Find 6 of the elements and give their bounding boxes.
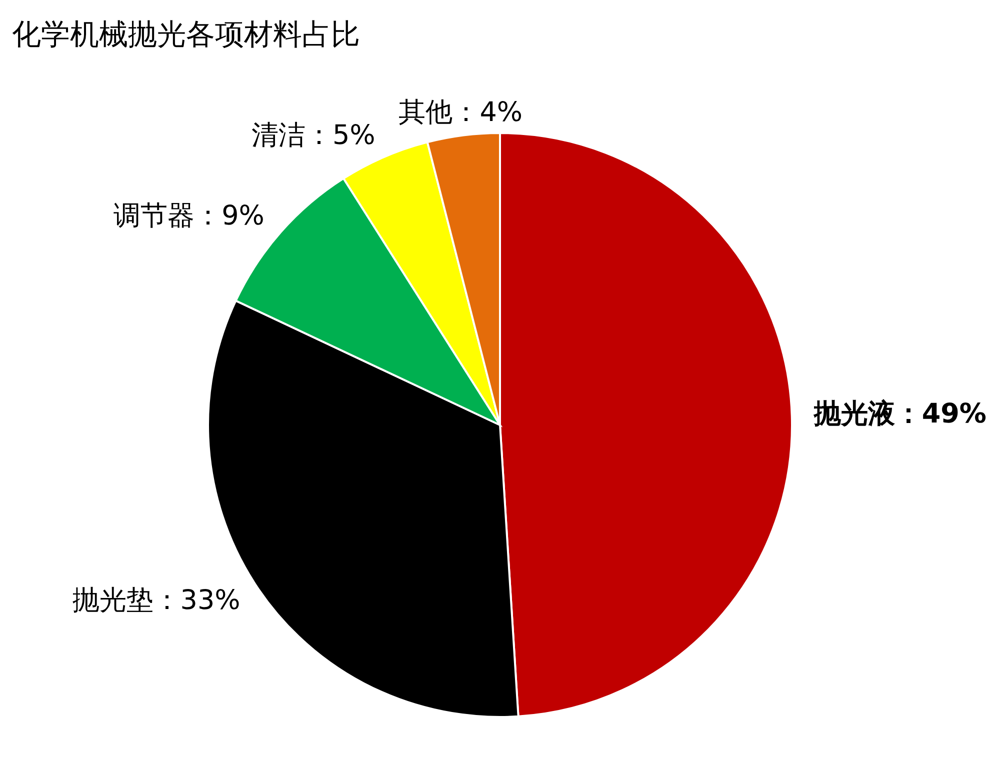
slice-label: 抛光垫：33% [72,584,240,616]
slice-label: 抛光液：49% [812,398,986,430]
slice-label: 清洁：5% [251,120,376,152]
slice-label: 调节器：9% [114,200,264,232]
chart-title: 化学机械抛光各项材料占比 [12,17,360,51]
slice-label: 其他：4% [398,96,523,128]
